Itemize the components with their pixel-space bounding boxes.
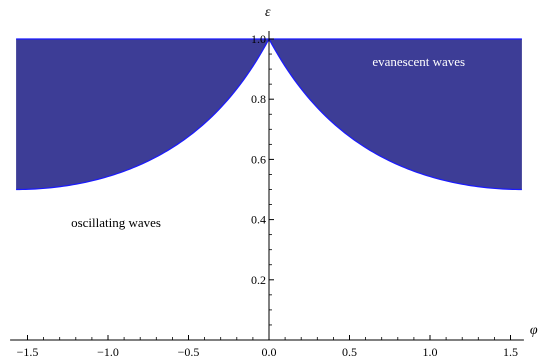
tick-labels: −1.5 −1.0 −0.5 0.0 0.5 1.0 1.5 0.2 0.4 0.6 0.8 1.0 <box>17 32 518 359</box>
y-tick-label: 0.6 <box>251 152 266 166</box>
y-tick-label: 0.4 <box>251 213 266 227</box>
x-tick-label: −1.0 <box>97 345 119 359</box>
oscillating-waves-label: oscillating waves <box>71 215 161 230</box>
x-tick-label: −0.5 <box>178 345 200 359</box>
x-tick-label: −1.5 <box>17 345 39 359</box>
y-tick-label: 1.0 <box>251 32 266 46</box>
y-tick-label: 0.8 <box>251 92 266 106</box>
x-tick-label: 0.5 <box>342 345 357 359</box>
tick-marks <box>27 38 511 340</box>
y-tick-label: 0.2 <box>251 273 266 287</box>
y-axis-label: ε <box>265 5 271 20</box>
x-axis-label: φ <box>530 323 538 338</box>
evanescent-region-fill <box>16 39 522 190</box>
evanescent-waves-label: evanescent waves <box>372 54 465 69</box>
x-tick-label: 0.0 <box>262 345 277 359</box>
x-tick-label: 1.5 <box>503 345 518 359</box>
x-tick-label: 1.0 <box>423 345 438 359</box>
axes <box>10 31 524 341</box>
